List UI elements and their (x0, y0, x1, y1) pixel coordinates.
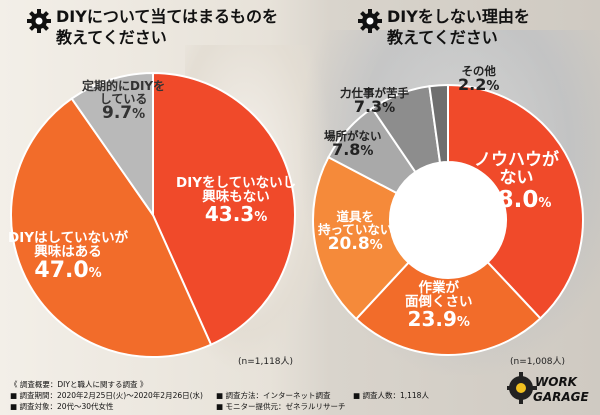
donut-label-no-tools: 道具を 持っていない 20.8% (318, 210, 392, 254)
slice-label: DIYをしていないし (176, 175, 297, 191)
right-title-line1: DIYをしない理由を (387, 7, 530, 26)
slice-label: 場所がない (324, 129, 382, 143)
gear-icon (358, 9, 382, 33)
slice-label: 面倒くさい (405, 294, 473, 311)
left-chart-title: DIYについて当てはまるものを 教えてください (27, 6, 279, 48)
slice-label: している (99, 91, 148, 106)
logo-text: GARAGE (533, 390, 590, 404)
slice-value: 7.8 (332, 140, 361, 160)
slice-unit: % (88, 266, 102, 282)
slice-unit: % (254, 210, 268, 226)
slice-unit: % (456, 315, 470, 331)
slice-label: DIYはしていないが (8, 230, 129, 246)
slice-value: 38.0 (481, 186, 539, 213)
left-pie-slice-1 (10, 97, 213, 358)
slice-unit: % (382, 101, 396, 117)
pie-label-regular-diy: 定期的にDIYを している 9.7% (82, 80, 165, 123)
left-title-line2: 教えてください (56, 28, 167, 47)
right-chart-title: DIYをしない理由を 教えてください (358, 6, 530, 48)
slice-value: 20.8 (327, 234, 370, 255)
footer-target: ■ 調査対象：20代～30代女性 (10, 402, 114, 411)
donut-label-heavy-work: 力仕事が苦手 7.3% (340, 87, 409, 116)
gear-icon (27, 9, 51, 33)
footer-provider: ■ モニター提供元：ゼネラルリサーチ (216, 402, 346, 411)
slice-unit: % (369, 238, 383, 254)
pie-label-not-interested: DIYをしていないし 興味もない 43.3% (176, 176, 296, 225)
slice-value: 23.9 (407, 307, 457, 332)
logo-text: WORK (535, 375, 579, 389)
right-title-line2: 教えてください (387, 28, 498, 47)
donut-label-troublesome: 作業が 面倒くさい 23.9% (405, 281, 473, 330)
slice-unit: % (486, 79, 500, 95)
slice-label: その他 (461, 64, 496, 78)
slice-label: ない (499, 167, 534, 188)
slice-label: 興味はある (34, 244, 102, 261)
slice-label: 道具を (336, 209, 374, 224)
slice-label: 持っていない (318, 222, 393, 238)
donut-label-no-knowhow: ノウハウが ない 38.0% (474, 150, 559, 213)
donut-label-other: その他 2.2% (458, 65, 499, 94)
slice-value: 7.3 (353, 97, 383, 117)
left-sample-size: (n=1,118人) (238, 357, 294, 367)
left-pie-slice-2 (70, 71, 154, 219)
slice-value: 43.3 (204, 202, 255, 227)
slice-unit: % (538, 195, 552, 211)
right-donut-hole (390, 162, 506, 278)
slice-unit: % (132, 107, 146, 123)
footer-method: ■ 調査方法：インターネット調査 (216, 391, 331, 400)
slice-label: 定期的にDIYを (82, 79, 166, 93)
donut-label-no-space: 場所がない 7.8% (324, 130, 382, 159)
slice-value: 47.0 (34, 258, 89, 284)
slice-label: 興味もない (202, 189, 270, 206)
work-garage-logo: WORK GARAGE (507, 372, 590, 404)
slice-label: 力仕事が苦手 (340, 86, 409, 100)
pie-label-interested: DIYはしていないが 興味はある 47.0% (8, 230, 129, 284)
footer-people: ■ 調査人数：1,118人 (353, 391, 429, 400)
footer-heading: 《 調査概要：DIYと職人に関する調査 》 (10, 380, 148, 389)
slice-label: ノウハウが (474, 150, 559, 170)
footer-period: ■ 調査期間：2020年2月25日(火)～2020年2月26日(水) (10, 391, 203, 400)
left-pie-slice-0 (152, 71, 296, 346)
left-title-line1: DIYについて当てはまるものを (56, 7, 279, 26)
right-sample-size: (n=1,008人) (510, 357, 566, 367)
slice-unit: % (360, 144, 374, 160)
slice-label: 作業が (418, 280, 460, 296)
right-donut-chart (312, 83, 584, 356)
slice-value: 2.2 (458, 75, 487, 95)
left-pie-chart (10, 71, 296, 358)
slice-value: 9.7 (101, 103, 133, 124)
